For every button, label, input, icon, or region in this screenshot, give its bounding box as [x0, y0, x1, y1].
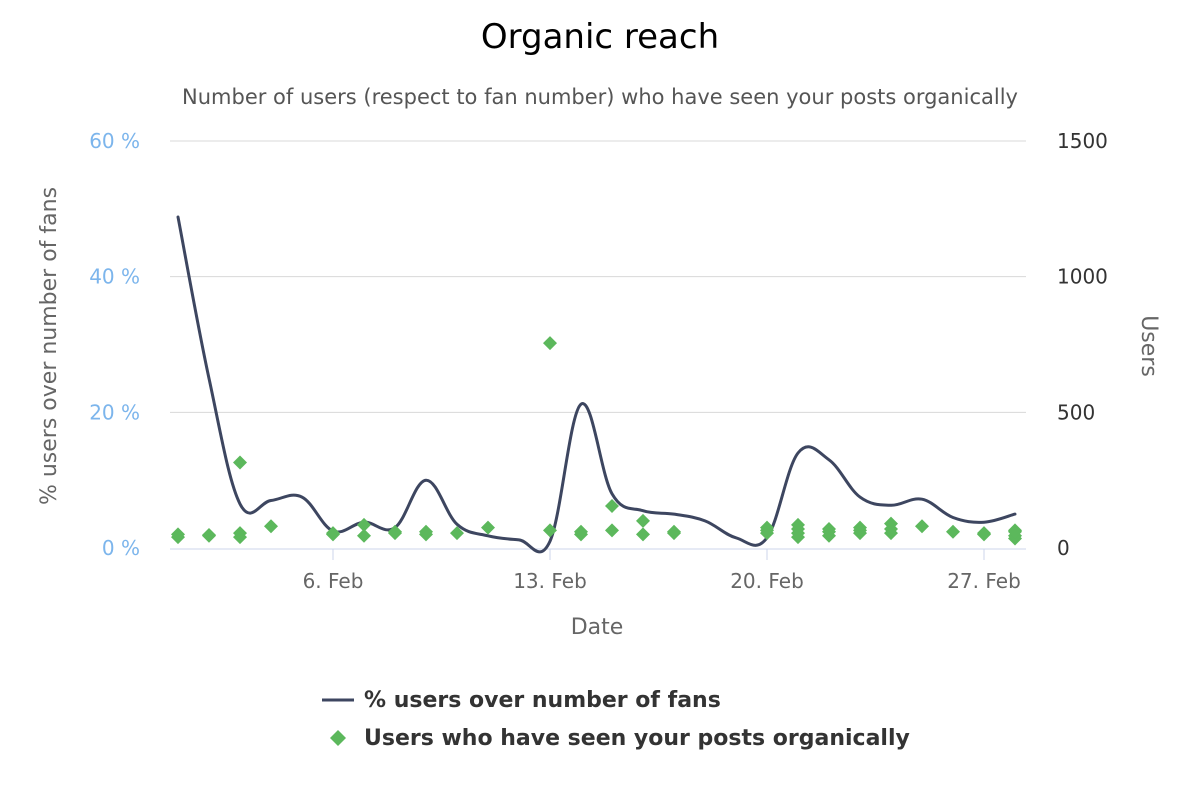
chart-subtitle: Number of users (respect to fan number) …	[182, 85, 1018, 109]
scatter-point	[636, 527, 650, 542]
legend-label-scatter: Users who have seen your posts organical…	[364, 726, 910, 751]
scatter-point	[574, 524, 588, 539]
y-right-tick-label: 1500	[1057, 129, 1108, 153]
legend-item-scatter[interactable]: Users who have seen your posts organical…	[330, 726, 910, 751]
scatter-point	[388, 524, 402, 539]
scatter-point	[233, 526, 247, 541]
scatter-point	[760, 520, 774, 535]
scatter-point	[884, 516, 898, 531]
scatter-point	[822, 522, 836, 537]
scatter-point	[667, 524, 681, 539]
y-axis-right-title: Users	[1136, 315, 1161, 377]
x-tick-label: 27. Feb	[947, 569, 1021, 593]
scatter-point	[636, 513, 650, 528]
legend: % users over number of fans Users who ha…	[322, 688, 910, 751]
series-line-percent-users	[176, 215, 1017, 554]
x-tick-label: 20. Feb	[730, 569, 804, 593]
y-right-tick-label: 0	[1057, 536, 1070, 560]
scatter-point	[543, 523, 557, 538]
scatter-point	[233, 455, 247, 470]
x-tick-label: 6. Feb	[303, 569, 364, 593]
x-axis-title: Date	[571, 615, 624, 640]
scatter-point	[357, 528, 371, 543]
y-axis-left-title: % users over number of fans	[37, 187, 62, 505]
y-right-tick-label: 500	[1057, 400, 1095, 424]
scatter-point	[791, 517, 805, 532]
scatter-point	[1008, 523, 1022, 538]
scatter-point	[543, 336, 557, 351]
scatter-point	[264, 519, 278, 534]
scatter-point	[171, 527, 185, 542]
scatter-point	[915, 519, 929, 534]
y-left-tick-label: 40 %	[89, 265, 140, 289]
scatter-point	[481, 520, 495, 535]
series-layer	[171, 215, 1022, 554]
scatter-point	[326, 526, 340, 541]
y-left-tick-label: 0 %	[102, 536, 140, 560]
legend-item-line[interactable]: % users over number of fans	[322, 688, 721, 713]
y-right-tick-label: 1000	[1057, 265, 1108, 289]
scatter-point	[605, 523, 619, 538]
scatter-point	[977, 526, 991, 541]
scatter-point	[605, 498, 619, 513]
scatter-point	[357, 517, 371, 532]
x-tick-label: 13. Feb	[513, 569, 587, 593]
scatter-point	[946, 524, 960, 539]
chart-title: Organic reach	[481, 17, 719, 57]
grid-lines	[170, 140, 1026, 413]
y-left-tick-label: 60 %	[89, 129, 140, 153]
y-left-tick-label: 20 %	[89, 400, 140, 424]
legend-diamond-symbol	[330, 730, 346, 746]
scatter-point	[450, 526, 464, 541]
axes: 0 % 20 % 40 % 60 % 0 500 1000 1500 6. Feb 13. Feb…	[89, 129, 1108, 593]
scatter-point	[202, 527, 216, 542]
scatter-point	[419, 524, 433, 539]
legend-label-line: % users over number of fans	[364, 688, 721, 713]
scatter-point	[853, 520, 867, 535]
